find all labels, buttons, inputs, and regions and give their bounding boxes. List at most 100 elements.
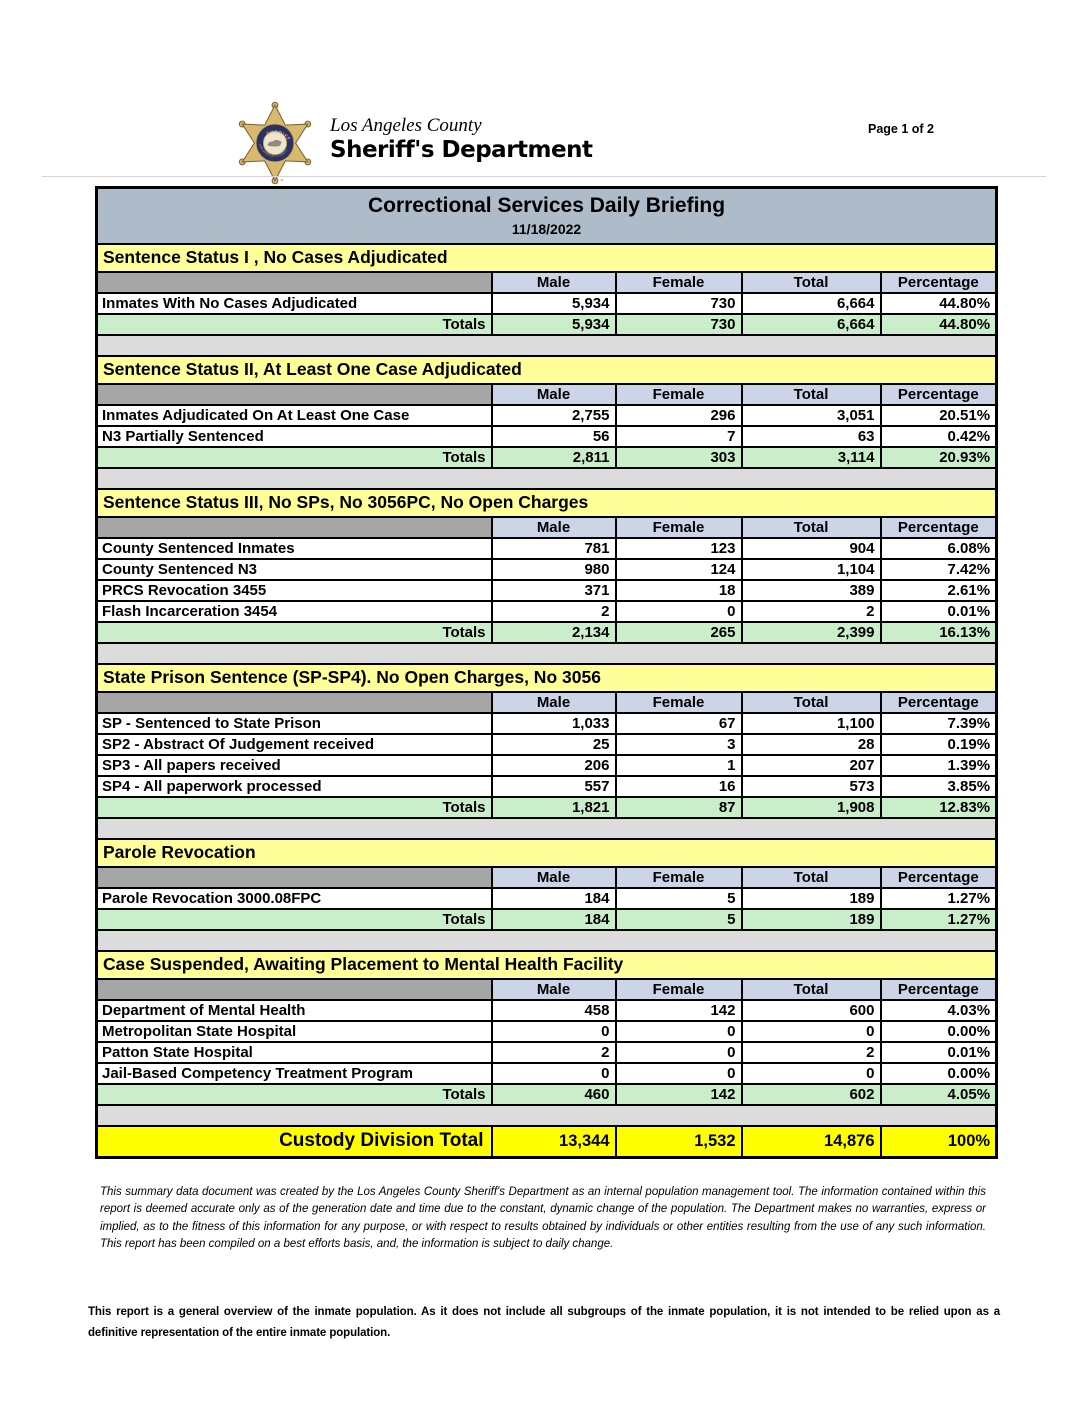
row-value-female: 730 (614, 291, 743, 315)
row-value-female: 18 (614, 578, 743, 602)
agency-county-text: Los Angeles County (330, 115, 482, 136)
totals-value-male: 2,811 (490, 445, 617, 469)
totals-row: Totals 5,934 730 6,664 44.80% (95, 312, 998, 336)
grand-total-label: Custody Division Total (95, 1124, 493, 1159)
section-spacer (95, 816, 998, 840)
totals-value-female: 730 (614, 312, 743, 336)
column-header-female: Female (614, 270, 743, 294)
column-header-spacer (95, 515, 493, 539)
row-label: Inmates Adjudicated On At Least One Case (95, 403, 493, 427)
row-value-total: 600 (740, 998, 882, 1022)
row-value-pct: 0.19% (879, 732, 998, 756)
table-row: Jail-Based Competency Treatment Program 0… (95, 1061, 998, 1085)
section-spacer (95, 641, 998, 665)
section-header-row: State Prison Sentence (SP-SP4). No Open … (95, 662, 998, 693)
row-value-total: 207 (740, 753, 882, 777)
row-label: SP3 - All papers received (95, 753, 493, 777)
row-value-male: 781 (490, 536, 617, 560)
totals-value-male: 1,821 (490, 795, 617, 819)
totals-label: Totals (95, 907, 493, 931)
lasd-star-badge-icon: SHERIFF LOS ANGELES COUNTY (238, 101, 312, 185)
column-header-female: Female (614, 690, 743, 714)
row-label: County Sentenced Inmates (95, 536, 493, 560)
section-header: Case Suspended, Awaiting Placement to Me… (95, 949, 998, 980)
row-value-total: 0 (740, 1061, 882, 1085)
column-header-total: Total (740, 865, 882, 889)
row-value-female: 123 (614, 536, 743, 560)
column-header-percentage: Percentage (879, 382, 998, 406)
footnote-text: This report is a general overview of the… (88, 1306, 1000, 1340)
totals-label: Totals (95, 445, 493, 469)
row-value-male: 2,755 (490, 403, 617, 427)
grand-total-female: 1,532 (614, 1124, 743, 1159)
section-header-row: Sentence Status II, At Least One Case Ad… (95, 354, 998, 385)
row-value-female: 1 (614, 753, 743, 777)
totals-value-total: 6,664 (740, 312, 882, 336)
totals-row: Totals 2,134 265 2,399 16.13% (95, 620, 998, 644)
totals-row: Totals 2,811 303 3,114 20.93% (95, 445, 998, 469)
row-value-pct: 0.42% (879, 424, 998, 448)
report-table: Correctional Services Daily Briefing 11/… (95, 186, 999, 1159)
row-value-male: 371 (490, 578, 617, 602)
totals-value-pct: 1.27% (879, 907, 998, 931)
row-value-total: 1,100 (740, 711, 882, 735)
grand-total-body: Custody Division Total 13,344 1,532 14,8… (95, 1124, 998, 1159)
column-header-row: Male Female Total Percentage (95, 977, 998, 1001)
section-header-row: Case Suspended, Awaiting Placement to Me… (95, 949, 998, 980)
totals-value-female: 87 (614, 795, 743, 819)
column-header-female: Female (614, 382, 743, 406)
spacer-row (95, 1103, 998, 1127)
spacer-row (95, 816, 998, 840)
column-header-total: Total (740, 515, 882, 539)
table-row: Inmates With No Cases Adjudicated 5,934 73… (95, 291, 998, 315)
column-header-female: Female (614, 515, 743, 539)
row-label: SP4 - All paperwork processed (95, 774, 493, 798)
row-value-total: 3,051 (740, 403, 882, 427)
spacer-row (95, 333, 998, 357)
column-header-row: Male Female Total Percentage (95, 382, 998, 406)
column-header-male: Male (490, 270, 617, 294)
row-value-female: 16 (614, 774, 743, 798)
row-value-total: 1,104 (740, 557, 882, 581)
table-row: Patton State Hospital 2 0 2 0.01% (95, 1040, 998, 1064)
table-row: SP3 - All papers received 206 1 207 1.39% (95, 753, 998, 777)
row-value-total: 0 (740, 1019, 882, 1043)
column-header-male: Male (490, 382, 617, 406)
totals-value-pct: 44.80% (879, 312, 998, 336)
totals-value-pct: 12.83% (879, 795, 998, 819)
row-value-female: 0 (614, 1040, 743, 1064)
row-value-pct: 1.39% (879, 753, 998, 777)
report-title-row: Correctional Services Daily Briefing 11/… (95, 186, 998, 245)
section-header-row: Sentence Status III, No SPs, No 3056PC, … (95, 487, 998, 518)
agency-name-block: Los Angeles County Sheriff's Department (330, 115, 593, 163)
report-table-body: Sentence Status I , No Cases Adjudicated… (95, 242, 998, 1127)
column-header-percentage: Percentage (879, 515, 998, 539)
section-header-row: Parole Revocation (95, 837, 998, 868)
section-header: Parole Revocation (95, 837, 998, 868)
totals-value-total: 1,908 (740, 795, 882, 819)
row-value-female: 142 (614, 998, 743, 1022)
totals-row: Totals 460 142 602 4.05% (95, 1082, 998, 1106)
row-value-pct: 7.39% (879, 711, 998, 735)
row-value-male: 56 (490, 424, 617, 448)
column-header-row: Male Female Total Percentage (95, 515, 998, 539)
totals-value-pct: 16.13% (879, 620, 998, 644)
row-value-pct: 20.51% (879, 403, 998, 427)
row-value-pct: 4.03% (879, 998, 998, 1022)
header-divider (42, 176, 1046, 177)
row-value-male: 0 (490, 1061, 617, 1085)
row-value-female: 296 (614, 403, 743, 427)
row-label: SP - Sentenced to State Prison (95, 711, 493, 735)
totals-value-female: 265 (614, 620, 743, 644)
row-label: PRCS Revocation 3455 (95, 578, 493, 602)
column-header-female: Female (614, 977, 743, 1001)
row-value-male: 0 (490, 1019, 617, 1043)
totals-value-total: 3,114 (740, 445, 882, 469)
table-row: SP4 - All paperwork processed 557 16 573 3.8… (95, 774, 998, 798)
report-date: 11/18/2022 (511, 221, 582, 238)
section-header: Sentence Status II, At Least One Case Ad… (95, 354, 998, 385)
section-spacer (95, 466, 998, 490)
section-header-row: Sentence Status I , No Cases Adjudicated (95, 242, 998, 273)
row-value-pct: 0.01% (879, 1040, 998, 1064)
table-row: Department of Mental Health 458 142 600 4.03… (95, 998, 998, 1022)
